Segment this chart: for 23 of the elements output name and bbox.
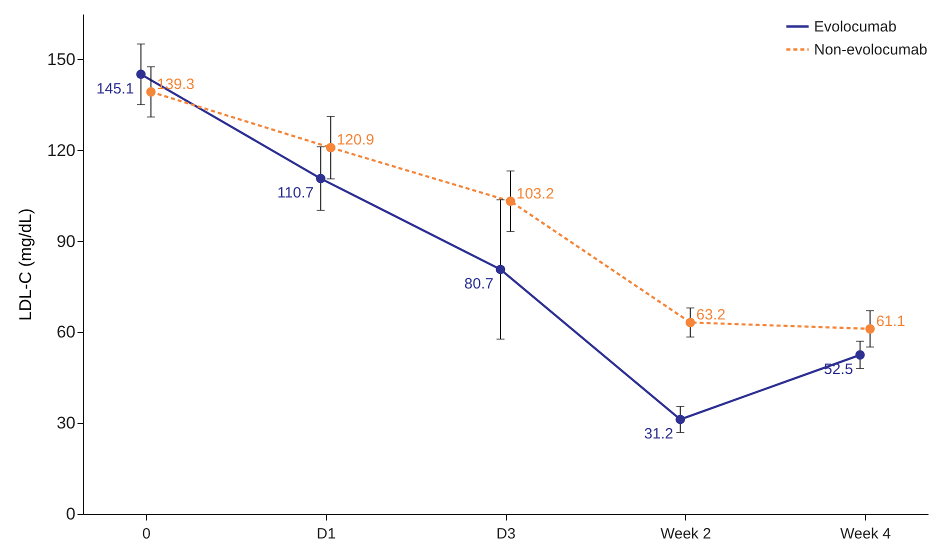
- y-axis-title: LDL-C (mg/dL): [16, 208, 36, 321]
- x-tick-label: D3: [496, 526, 516, 542]
- y-tick-label: 120: [47, 140, 76, 160]
- x-tick-label: Week 4: [840, 526, 891, 542]
- data-label: 145.1: [96, 80, 134, 98]
- data-label: 110.7: [277, 184, 314, 202]
- data-label: 103.2: [516, 185, 554, 202]
- x-tick-label: D1: [316, 526, 336, 542]
- data-label: 120.9: [336, 132, 374, 149]
- y-tick-label: 0: [66, 504, 76, 524]
- x-tick-label: Week 2: [660, 526, 712, 542]
- data-label: 80.7: [464, 275, 494, 292]
- legend-label: Evolocumab: [814, 18, 897, 36]
- data-label: 31.2: [644, 425, 674, 442]
- y-tick-label: 30: [56, 414, 76, 433]
- x-tick-label: 0: [142, 526, 151, 542]
- y-tick-label: 90: [56, 232, 76, 251]
- data-label: 61.1: [876, 312, 906, 330]
- data-label: 139.3: [156, 76, 194, 93]
- data-label: 63.2: [696, 306, 726, 324]
- y-tick-label: 150: [47, 50, 76, 69]
- y-tick-label: 60: [56, 322, 76, 342]
- legend-label: Non-evolocumab: [814, 42, 928, 58]
